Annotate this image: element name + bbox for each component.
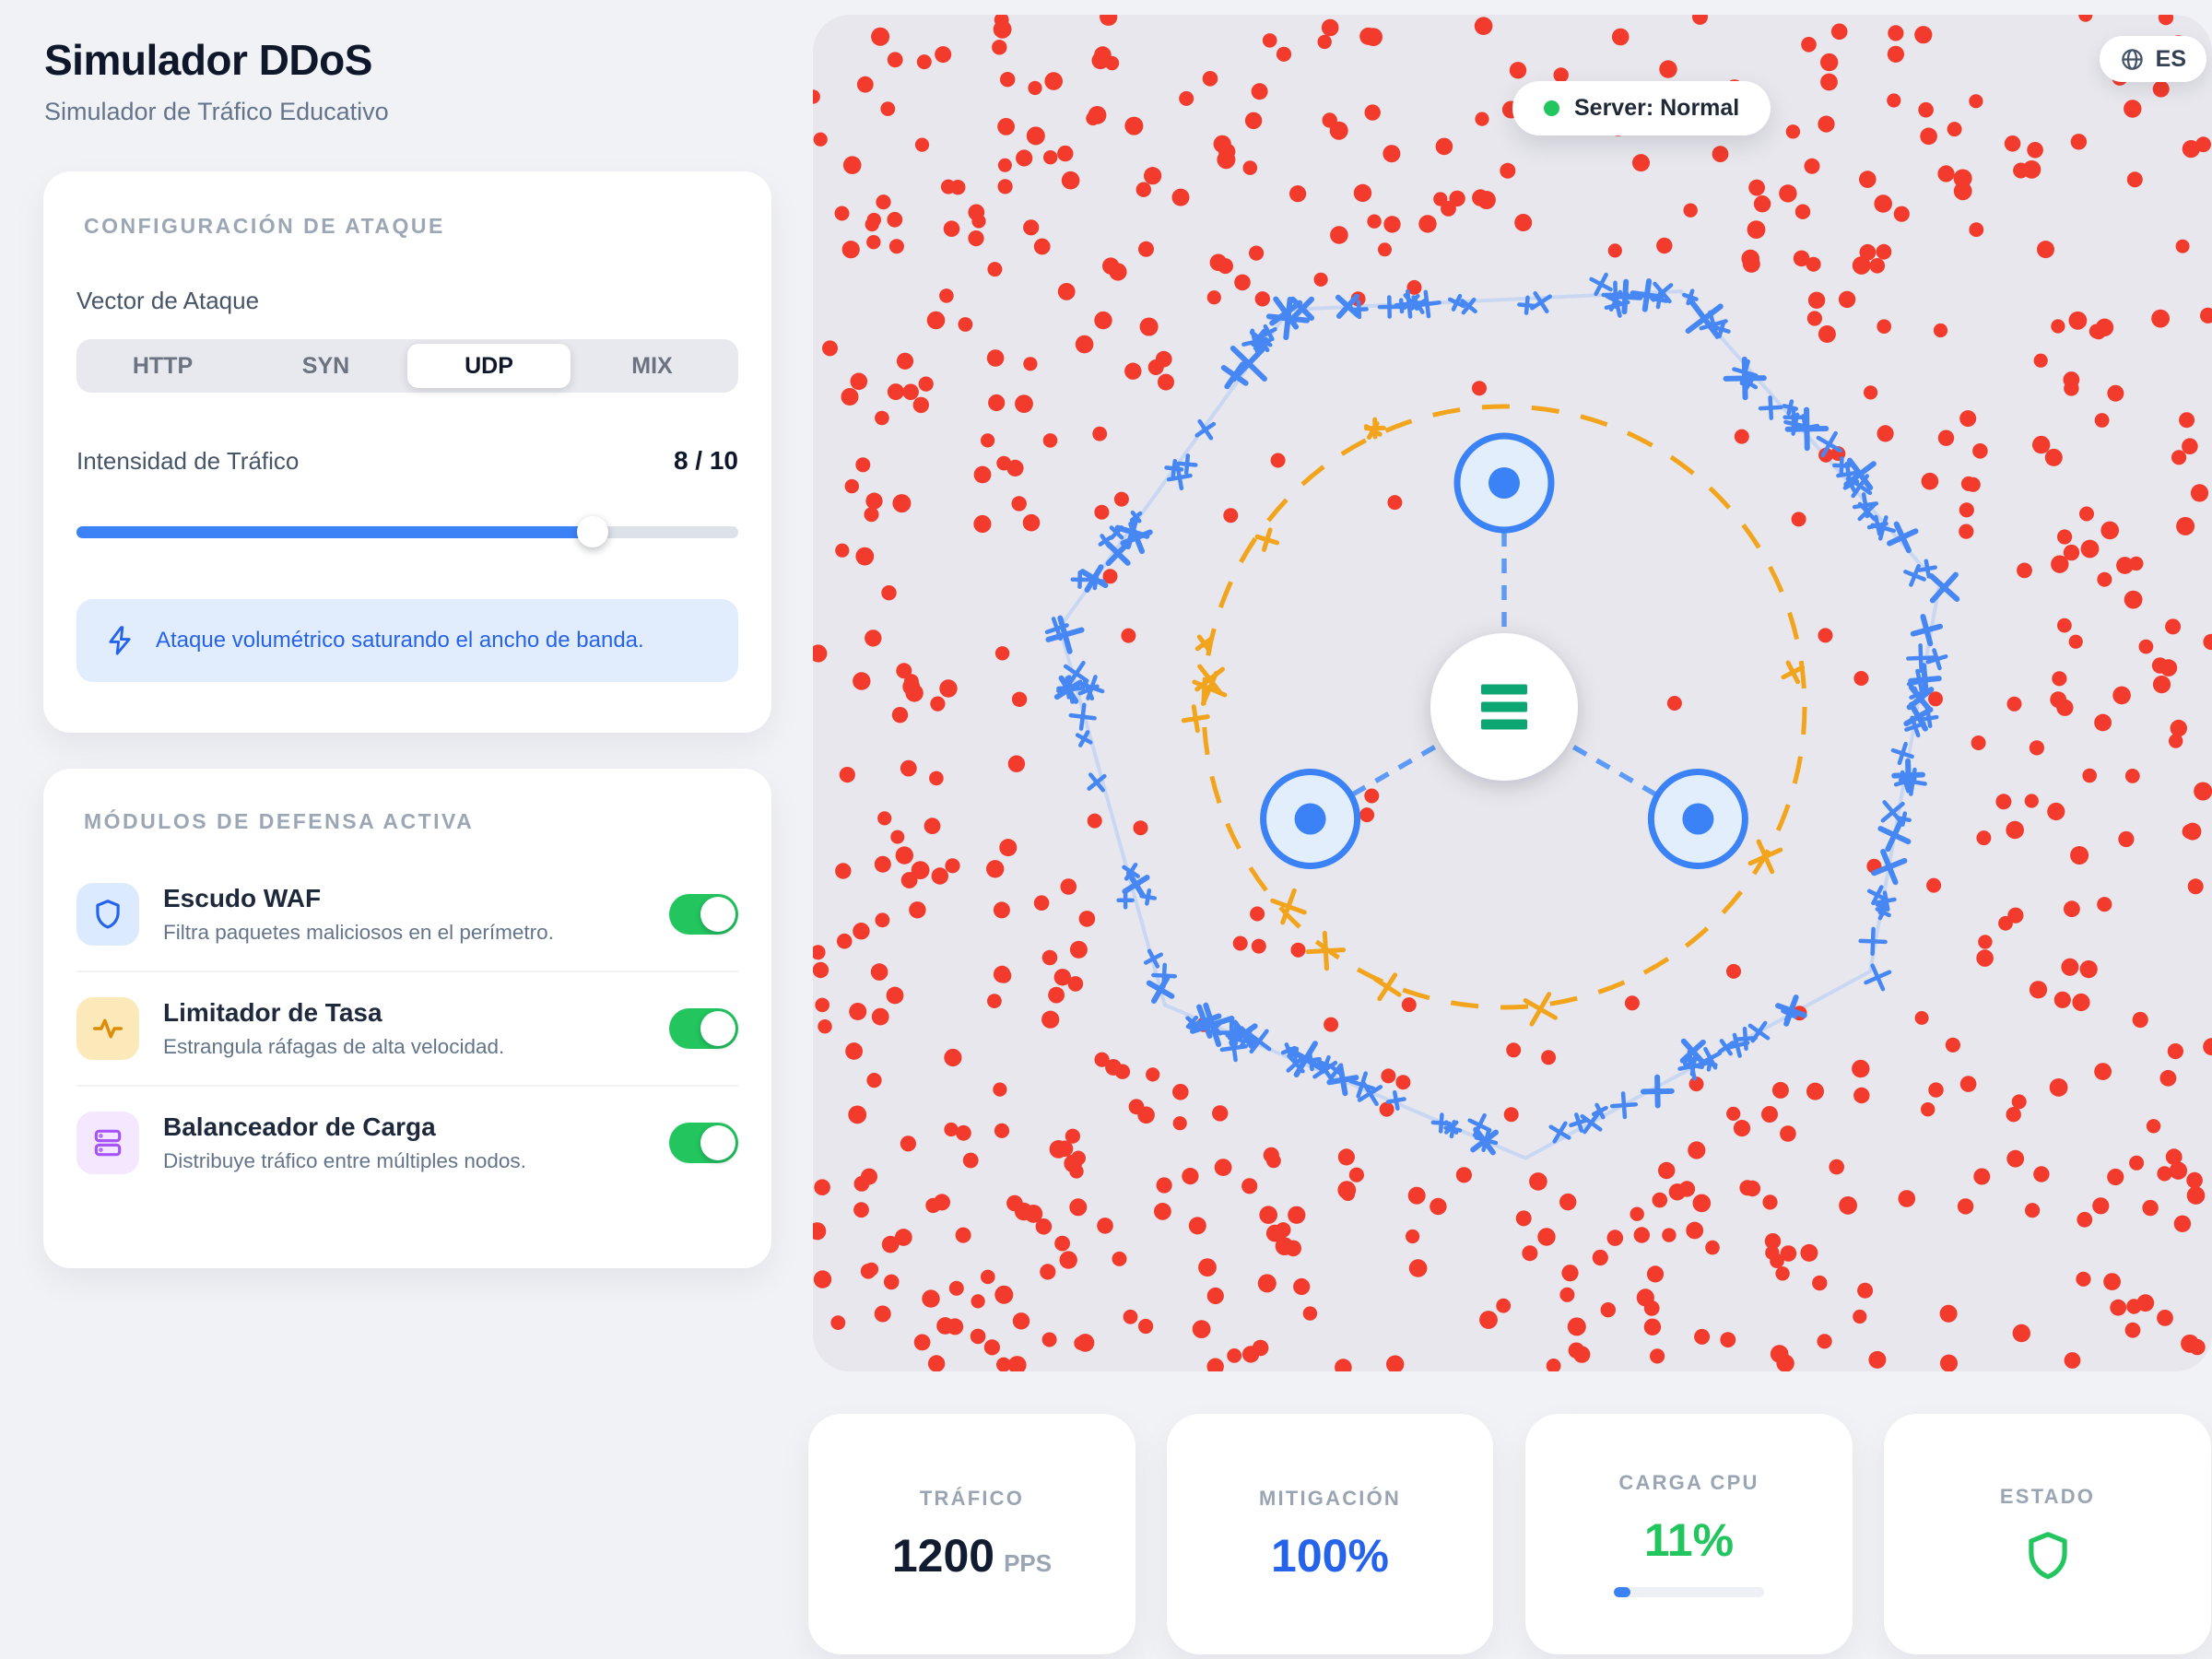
cpu-progress-fill (1614, 1587, 1630, 1597)
attack-vector-segmented-control: HTTP SYN UDP MIX (76, 339, 738, 393)
intensity-label: Intensidad de Tráfico (76, 447, 300, 475)
intensity-slider[interactable] (76, 516, 738, 547)
stat-value: 1200 (891, 1529, 995, 1582)
rate-limiter-toggle[interactable] (669, 1008, 738, 1049)
vector-option-udp[interactable]: UDP (407, 344, 571, 388)
language-button[interactable]: ES (2099, 36, 2206, 82)
defense-modules-header: MÓDULOS DE DEFENSA ACTIVA (84, 809, 475, 833)
activity-icon (76, 997, 139, 1060)
defense-modules-card: MÓDULOS DE DEFENSA ACTIVA Escudo WAF Fil… (43, 769, 771, 1268)
vector-option-http[interactable]: HTTP (81, 344, 244, 388)
intensity-value: 8 / 10 (673, 446, 738, 475)
load-balancer-toggle[interactable] (669, 1123, 738, 1163)
stat-card-traffic: TRÁFICO 1200 PPS (808, 1414, 1135, 1654)
stat-value: 100% (1271, 1529, 1389, 1582)
stat-label: CARGA CPU (1618, 1471, 1759, 1494)
waf-toggle[interactable] (669, 894, 738, 935)
slider-thumb[interactable] (577, 516, 609, 547)
stat-label: TRÁFICO (919, 1486, 1025, 1510)
page-subtitle: Simulador de Tráfico Educativo (44, 98, 389, 125)
status-text: Server: Normal (1574, 95, 1740, 121)
module-desc: Filtra paquetes maliciosos en el perímet… (163, 921, 554, 944)
toggle-knob (700, 897, 735, 932)
vector-label: Vector de Ataque (76, 287, 260, 314)
cpu-progress-bar (1614, 1587, 1764, 1597)
module-desc: Distribuye tráfico entre múltiples nodos… (163, 1149, 526, 1172)
stat-card-mitigation: MITIGACIÓN 100% (1167, 1414, 1493, 1654)
simulation-canvas: Server: Normal ES (813, 15, 2212, 1371)
attack-alert-text: Ataque volumétrico saturando el ancho de… (156, 628, 644, 653)
attack-alert: Ataque volumétrico saturando el ancho de… (76, 599, 738, 682)
status-dot (1544, 100, 1559, 116)
server-status-badge: Server: Normal (1512, 81, 1771, 135)
module-title: Balanceador de Carga (163, 1112, 436, 1141)
globe-icon (2120, 47, 2145, 72)
module-title: Escudo WAF (163, 884, 322, 912)
module-row-load-balancer: Balanceador de Carga Distribuye tráfico … (76, 1085, 738, 1199)
simulation-svg (813, 15, 2212, 1371)
stat-card-cpu: CARGA CPU 11% (1525, 1414, 1853, 1654)
stat-card-status: ESTADO (1884, 1414, 2211, 1654)
vector-option-mix[interactable]: MIX (571, 344, 734, 388)
vector-option-syn[interactable]: SYN (244, 344, 407, 388)
lightning-icon (104, 625, 135, 656)
shield-icon (76, 883, 139, 946)
shield-ok-icon (2019, 1527, 2077, 1584)
stat-suffix: PPS (1004, 1548, 1053, 1577)
stat-label: ESTADO (1999, 1484, 2096, 1508)
toggle-knob (700, 1125, 735, 1160)
module-row-waf: Escudo WAF Filtra paquetes maliciosos en… (76, 858, 738, 971)
app-header: Simulador DDoS Simulador de Tráfico Educ… (44, 35, 389, 126)
module-title: Limitador de Tasa (163, 998, 382, 1027)
attack-config-header: CONFIGURACIÓN DE ATAQUE (84, 214, 445, 238)
attack-config-card: CONFIGURACIÓN DE ATAQUE Vector de Ataque… (43, 171, 771, 733)
language-label: ES (2155, 45, 2186, 72)
page-title: Simulador DDoS (44, 36, 372, 84)
module-desc: Estrangula ráfagas de alta velocidad. (163, 1035, 505, 1058)
toggle-knob (700, 1011, 735, 1046)
stat-value: 11% (1643, 1514, 1735, 1566)
stat-label: MITIGACIÓN (1259, 1486, 1401, 1510)
load-balancer-icon (76, 1112, 139, 1174)
module-row-rate-limiter: Limitador de Tasa Estrangula ráfagas de … (76, 971, 738, 1085)
slider-fill (76, 526, 594, 538)
